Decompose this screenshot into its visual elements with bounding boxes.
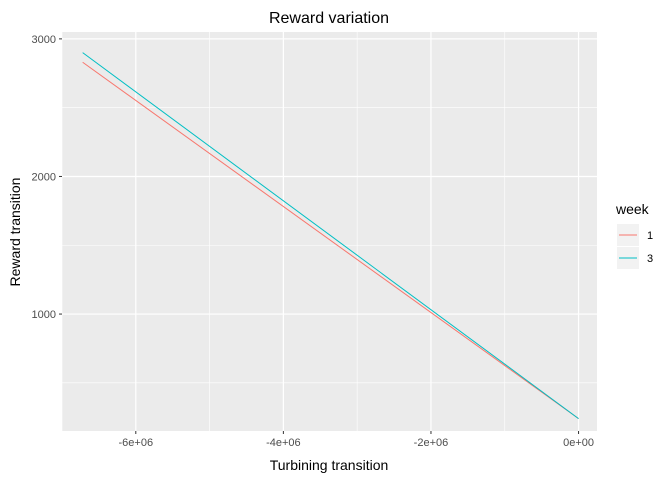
x-tick-label: 0e+00	[563, 437, 594, 449]
y-tick-label: 3000	[32, 34, 56, 46]
x-axis-title: Turbining transition	[270, 457, 389, 473]
x-tick-label: -6e+06	[119, 437, 154, 449]
y-tick-label: 1000	[32, 309, 56, 321]
series-line-week-3	[82, 52, 579, 420]
minor-grid	[61, 32, 597, 431]
x-tick-label: -2e+06	[414, 437, 449, 449]
legend-items: 13	[617, 224, 653, 269]
series-line-week-1	[82, 61, 579, 420]
y-axis: 1000 2000 3000	[32, 34, 62, 321]
y-axis-title: Reward transition	[7, 178, 23, 287]
plot-panel	[62, 32, 597, 431]
legend-title: week	[615, 201, 650, 217]
legend-label: 3	[647, 253, 653, 265]
x-axis: -6e+06 -4e+06 -2e+06 0e+00	[119, 431, 594, 449]
series-lines	[82, 52, 579, 420]
x-tick-label: -4e+06	[266, 437, 301, 449]
y-tick-label: 2000	[32, 171, 56, 183]
chart-title: Reward variation	[269, 10, 389, 27]
legend: week 13	[615, 201, 653, 269]
legend-label: 1	[647, 230, 653, 242]
major-grid	[62, 32, 597, 431]
